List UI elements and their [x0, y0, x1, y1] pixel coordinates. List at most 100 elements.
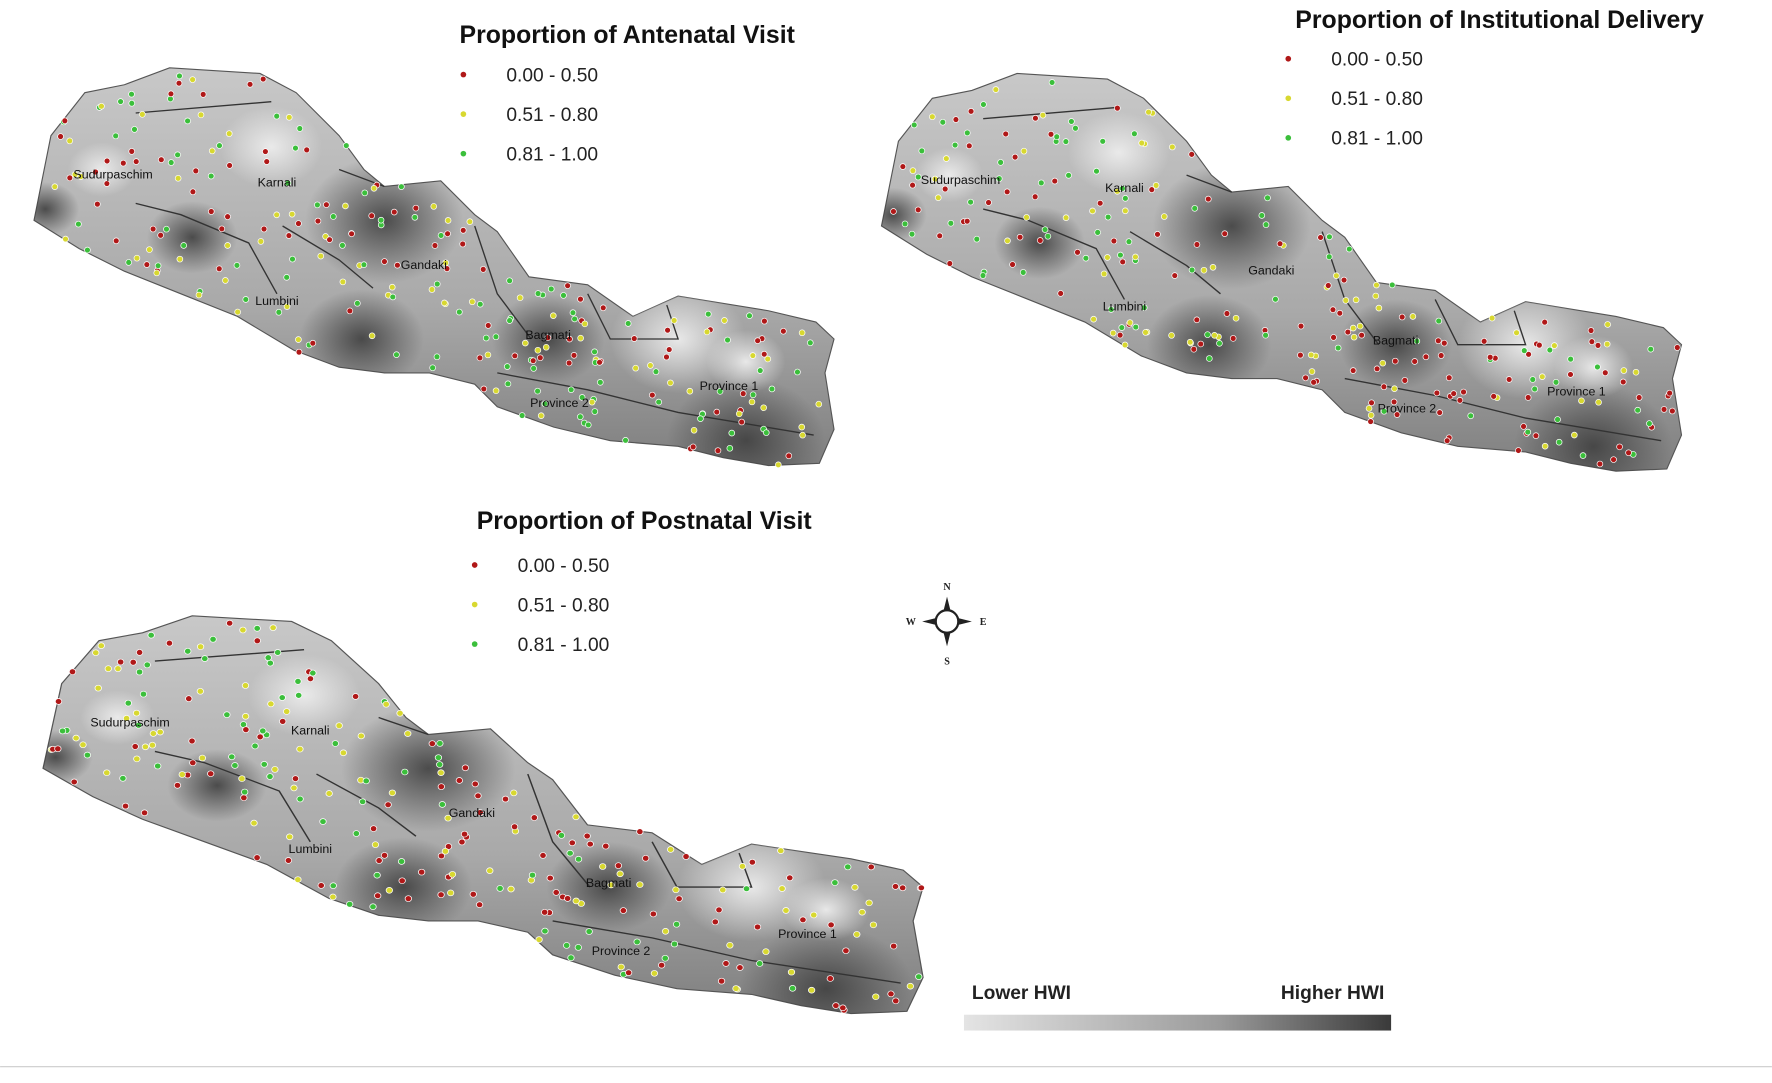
point	[917, 884, 925, 892]
point	[428, 286, 436, 293]
legend-label: 0.00 - 0.50	[1331, 50, 1423, 71]
point	[667, 379, 674, 387]
point	[1297, 322, 1305, 330]
point	[799, 431, 806, 439]
point	[1634, 406, 1641, 414]
point	[441, 299, 448, 307]
point	[1104, 213, 1112, 221]
legend-dot	[460, 150, 467, 157]
point	[586, 840, 594, 848]
point	[1594, 342, 1602, 349]
point	[352, 830, 360, 837]
point	[943, 155, 950, 162]
point	[1413, 337, 1421, 345]
point	[72, 734, 80, 742]
point	[458, 838, 466, 846]
point	[1211, 332, 1218, 339]
point	[714, 447, 722, 454]
point	[1669, 407, 1676, 415]
point	[139, 111, 146, 118]
point	[534, 387, 541, 395]
point	[437, 852, 446, 860]
point	[571, 315, 578, 323]
point	[370, 185, 378, 192]
point	[148, 741, 157, 749]
shading	[33, 106, 825, 466]
point	[1619, 378, 1627, 386]
point	[226, 619, 234, 627]
hwi-blob	[782, 877, 870, 942]
point	[278, 694, 286, 701]
point	[1114, 104, 1121, 112]
point	[1588, 338, 1596, 345]
point	[444, 814, 452, 822]
point	[354, 300, 361, 307]
point	[501, 795, 510, 803]
point	[506, 277, 513, 285]
points	[890, 79, 1681, 468]
point	[763, 429, 770, 436]
point	[507, 885, 515, 893]
point	[1375, 304, 1383, 312]
point	[266, 773, 274, 780]
point	[1188, 266, 1196, 274]
point	[342, 202, 349, 210]
point	[390, 208, 398, 216]
point	[1216, 340, 1223, 347]
point	[438, 801, 446, 808]
point	[899, 163, 907, 170]
point	[62, 235, 69, 243]
point	[1114, 188, 1121, 195]
point	[530, 365, 537, 372]
point	[291, 775, 300, 782]
point	[1262, 331, 1269, 339]
hwi-blob	[335, 837, 472, 937]
point	[578, 394, 586, 401]
point	[1552, 378, 1560, 386]
point	[1119, 258, 1126, 266]
point	[1100, 270, 1108, 278]
point	[574, 855, 583, 863]
point	[670, 940, 679, 948]
point	[1450, 390, 1457, 397]
point	[222, 277, 229, 284]
point	[286, 833, 294, 841]
point	[398, 877, 406, 885]
point	[560, 292, 567, 299]
point	[652, 368, 660, 375]
point	[79, 741, 87, 749]
point	[778, 885, 786, 892]
region-label: Karnali	[1105, 181, 1144, 195]
point	[1200, 266, 1208, 274]
point	[536, 354, 544, 362]
point	[1310, 378, 1317, 386]
point	[887, 990, 895, 998]
point	[1555, 438, 1563, 446]
point	[1536, 341, 1543, 349]
region-label: Province 1	[1547, 384, 1606, 398]
point	[178, 771, 186, 778]
point	[283, 303, 291, 310]
point	[591, 348, 598, 356]
point	[901, 220, 909, 228]
region-label: Lumbini	[1103, 300, 1146, 314]
point	[292, 144, 299, 152]
hwi-blob	[1067, 111, 1170, 194]
point	[325, 790, 333, 797]
point	[749, 391, 757, 399]
point	[455, 777, 463, 784]
point	[412, 204, 420, 212]
point	[1072, 124, 1079, 132]
point	[174, 175, 182, 182]
point	[810, 911, 818, 919]
point	[1393, 411, 1401, 418]
legend-label: 0.81 - 1.00	[518, 635, 610, 656]
point	[941, 185, 949, 193]
panel-title: Proportion of Institutional Delivery	[1295, 7, 1704, 34]
point	[84, 246, 91, 254]
point	[1352, 296, 1360, 304]
point	[242, 296, 250, 303]
point	[625, 969, 633, 976]
point	[385, 887, 393, 894]
point	[655, 398, 662, 406]
